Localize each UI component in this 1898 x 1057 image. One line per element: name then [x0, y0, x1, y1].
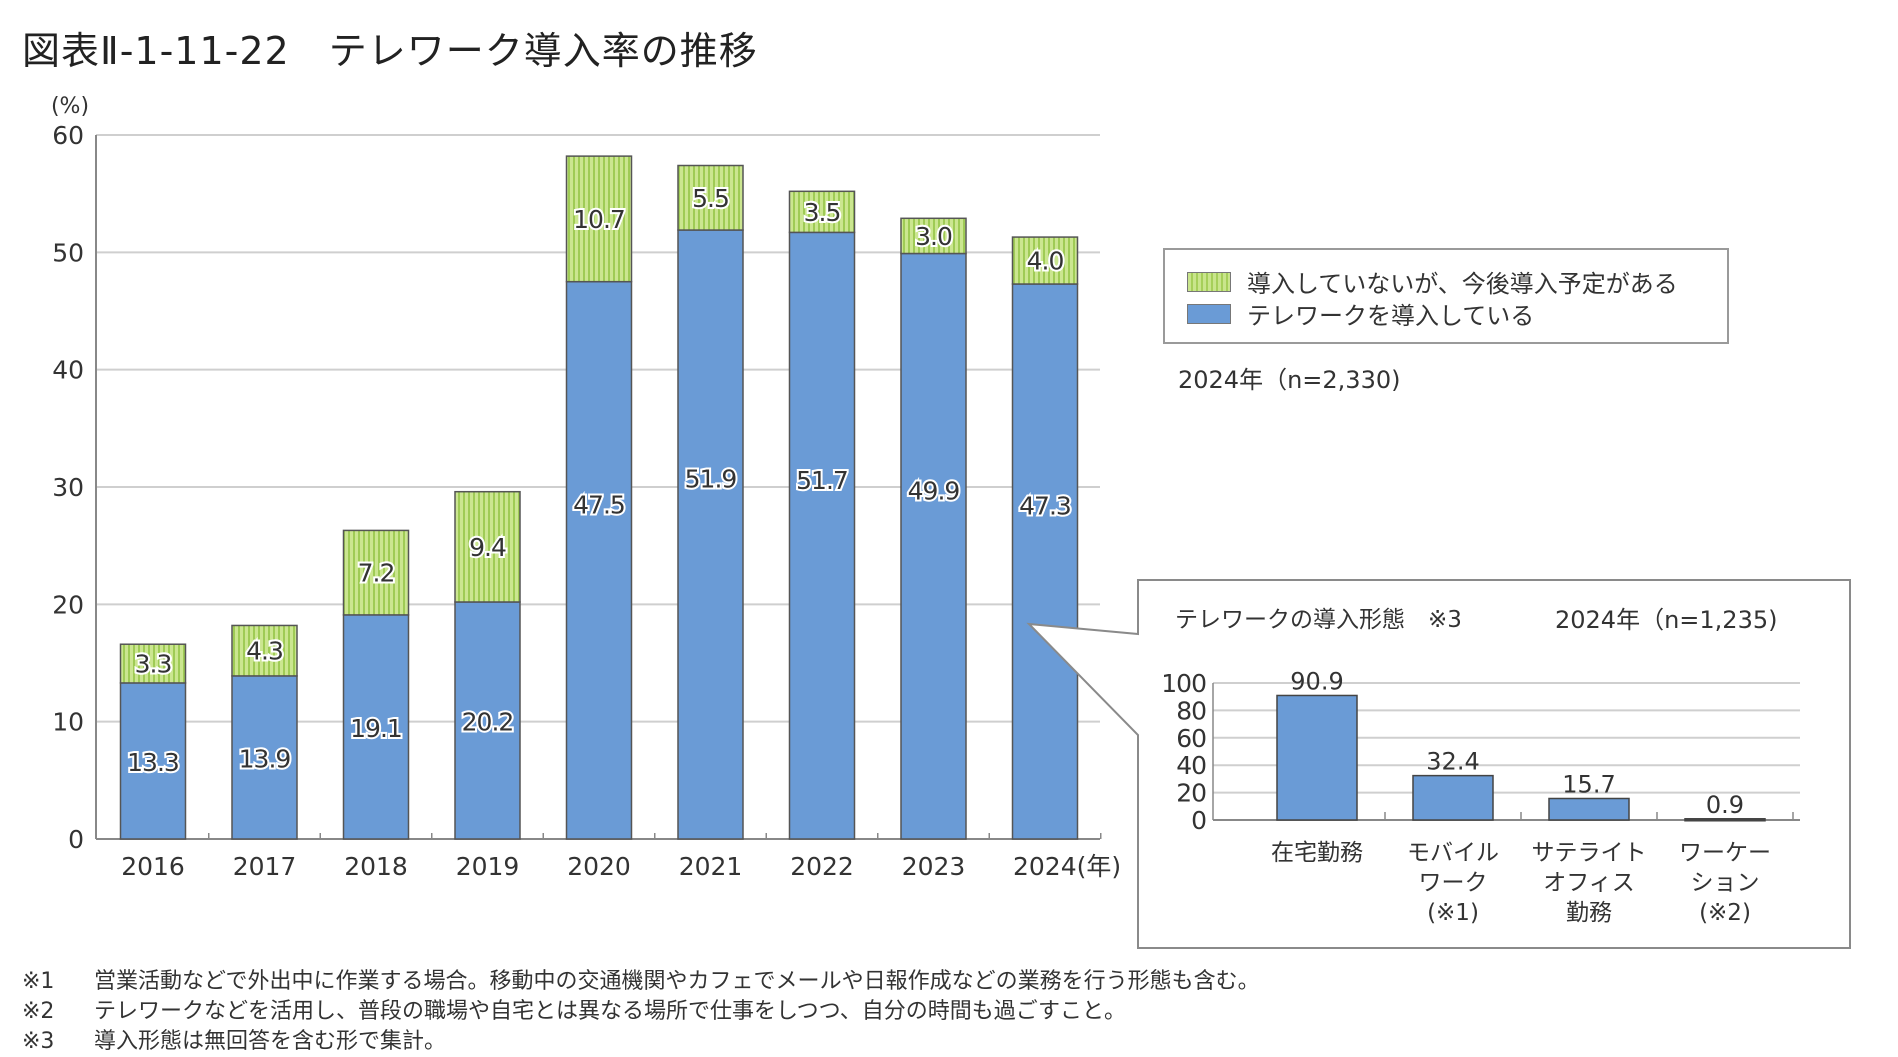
- footnote-mark: ※2: [22, 999, 55, 1024]
- main-bars: [119, 155, 1079, 840]
- y-axis-unit: (%): [51, 94, 89, 119]
- data-label-planned: 5.5: [692, 184, 729, 213]
- inset-category-label: ワーケー ション (※2): [1679, 840, 1771, 926]
- bar-adopted: [565, 280, 633, 840]
- main-axes: 0 10 20 30 40 50 60(%) 2016 2017 2018 2019 2020 2021…: [51, 94, 1121, 881]
- data-label-planned: 9.4: [469, 533, 506, 562]
- bar-planned: [565, 155, 633, 283]
- x-tick-label: 2019: [456, 852, 520, 881]
- inset-title: テレワークの導入形態 ※3: [1175, 607, 1462, 633]
- legend-item-adopted: テレワークを導入している: [1187, 296, 1534, 331]
- bar-planned: [231, 624, 298, 677]
- data-label-planned: 3.0: [915, 222, 952, 251]
- data-label-adopted: 51.9: [685, 465, 737, 494]
- inset-y-tick-label: 80: [1176, 696, 1206, 725]
- legend-swatch-planned: [1187, 271, 1231, 292]
- y-tick-label: 60: [52, 121, 84, 150]
- figure-title: 図表Ⅱ-1-11-22 テレワーク導入率の推移: [22, 29, 758, 73]
- inset-y-tick-label: 20: [1176, 779, 1206, 808]
- inset-y-tick-label: 40: [1176, 751, 1206, 780]
- inset-bar: [1412, 774, 1494, 821]
- bar-planned: [788, 190, 856, 234]
- data-label-adopted: 19.1: [350, 714, 402, 743]
- inset-y-tick-label: 60: [1176, 724, 1206, 753]
- legend-item-planned: 導入していないが、今後導入予定がある: [1187, 264, 1678, 299]
- data-label-planned: 3.5: [804, 198, 841, 227]
- inset-category-label: 在宅勤務: [1271, 840, 1363, 866]
- data-label-adopted: 13.3: [127, 748, 179, 777]
- footnote-1: ※1 営業活動などで外出中に作業する場合。移動中の交通機関やカフェでメールや日報…: [22, 967, 1260, 997]
- y-tick-label: 40: [52, 356, 84, 385]
- bar-adopted: [342, 614, 410, 840]
- sample-size-note: 2024年（n=2,330): [1178, 366, 1401, 394]
- footnote-mark: ※3: [22, 1029, 55, 1054]
- bar-adopted: [1011, 283, 1079, 840]
- inset-category-label: モバイル ワーク (※1): [1407, 840, 1499, 926]
- legend-label-adopted: テレワークを導入している: [1247, 302, 1535, 330]
- data-label-adopted: 49.9: [908, 476, 960, 505]
- inset-y-tick-label: 100: [1161, 669, 1206, 698]
- bar-planned: [1011, 236, 1079, 285]
- x-tick-label: 2022: [790, 852, 854, 881]
- data-label-planned: 7.2: [358, 559, 395, 588]
- legend: 導入していないが、今後導入予定がある テレワークを導入している: [1163, 248, 1729, 344]
- inset-box: [1026, 579, 1851, 949]
- x-tick-label: 2016: [121, 852, 185, 881]
- data-label-planned: 10.7: [573, 205, 625, 234]
- data-label-adopted: 20.2: [462, 707, 514, 736]
- inset-data-label: 90.9: [1290, 667, 1343, 695]
- bar-planned: [454, 490, 521, 603]
- inset-callout: [1026, 579, 1851, 949]
- inset-data-label: 32.4: [1426, 748, 1479, 776]
- main-data-labels: 13.3 3.3 13.9 4.3 19.1 7.2 20.2 9.4 47.5 10.7 51.9…: [125, 182, 1074, 779]
- data-label-adopted: 51.7: [796, 466, 848, 495]
- bar-planned: [677, 164, 744, 231]
- bar-planned: [342, 529, 410, 616]
- footnote-text: 営業活動などで外出中に作業する場合。移動中の交通機関やカフェでメールや日報作成な…: [94, 969, 1260, 994]
- y-tick-label: 50: [52, 238, 84, 267]
- y-tick-label: 10: [52, 708, 84, 737]
- inset-bars: 90.9 32.4 15.7 0.9: [1276, 667, 1766, 822]
- data-label-planned: 3.3: [135, 650, 172, 679]
- bar-adopted: [677, 229, 744, 840]
- footnote-mark: ※1: [22, 969, 55, 994]
- bar-adopted: [231, 675, 298, 840]
- data-label-adopted: 13.9: [239, 744, 291, 773]
- bar-adopted: [454, 601, 521, 840]
- data-label-adopted: 47.3: [1019, 492, 1071, 521]
- y-tick-label: 30: [52, 473, 84, 502]
- bar-adopted: [900, 252, 967, 840]
- inset-data-label: 15.7: [1562, 770, 1615, 798]
- x-tick-label: 2021: [679, 852, 743, 881]
- x-tick-label: 2020: [567, 852, 631, 881]
- inset-y-tick-label: 0: [1191, 806, 1206, 835]
- inset-bar: [1276, 694, 1358, 821]
- x-tick-label: 2024(年): [1013, 852, 1121, 881]
- data-label-adopted: 47.5: [573, 490, 625, 519]
- inset-category-label: サテライト オフィス 勤務: [1531, 840, 1647, 926]
- bar-planned: [119, 643, 187, 684]
- footnote-text: 導入形態は無回答を含む形で集計。: [94, 1029, 447, 1054]
- bar-adopted: [788, 231, 856, 840]
- y-tick-label: 0: [68, 825, 84, 854]
- inset-bar: [1684, 818, 1766, 822]
- x-tick-label: 2017: [233, 852, 297, 881]
- x-tick-label: 2018: [344, 852, 408, 881]
- inset-bar: [1548, 797, 1630, 821]
- x-tick-label: 2023: [902, 852, 966, 881]
- legend-swatch-adopted: [1187, 303, 1231, 324]
- footnote-2: ※2 テレワークなどを活用し、普段の職場や自宅とは異なる場所で仕事をしつつ、自分…: [22, 997, 1260, 1027]
- legend-label-planned: 導入していないが、今後導入予定がある: [1247, 270, 1678, 298]
- bar-adopted: [119, 682, 187, 840]
- y-tick-label: 20: [52, 590, 84, 619]
- footnote-text: テレワークなどを活用し、普段の職場や自宅とは異なる場所で仕事をしつつ、自分の時間…: [94, 999, 1127, 1024]
- footnotes: ※1 営業活動などで外出中に作業する場合。移動中の交通機関やカフェでメールや日報…: [22, 967, 1260, 1057]
- data-label-planned: 4.3: [246, 637, 283, 666]
- footnote-3: ※3 導入形態は無回答を含む形で集計。: [22, 1027, 1260, 1057]
- bar-planned: [900, 217, 967, 255]
- inset-data-label: 0.9: [1706, 791, 1744, 819]
- data-label-planned: 4.0: [1027, 247, 1064, 276]
- inset-sample-size: 2024年（n=1,235): [1555, 606, 1778, 634]
